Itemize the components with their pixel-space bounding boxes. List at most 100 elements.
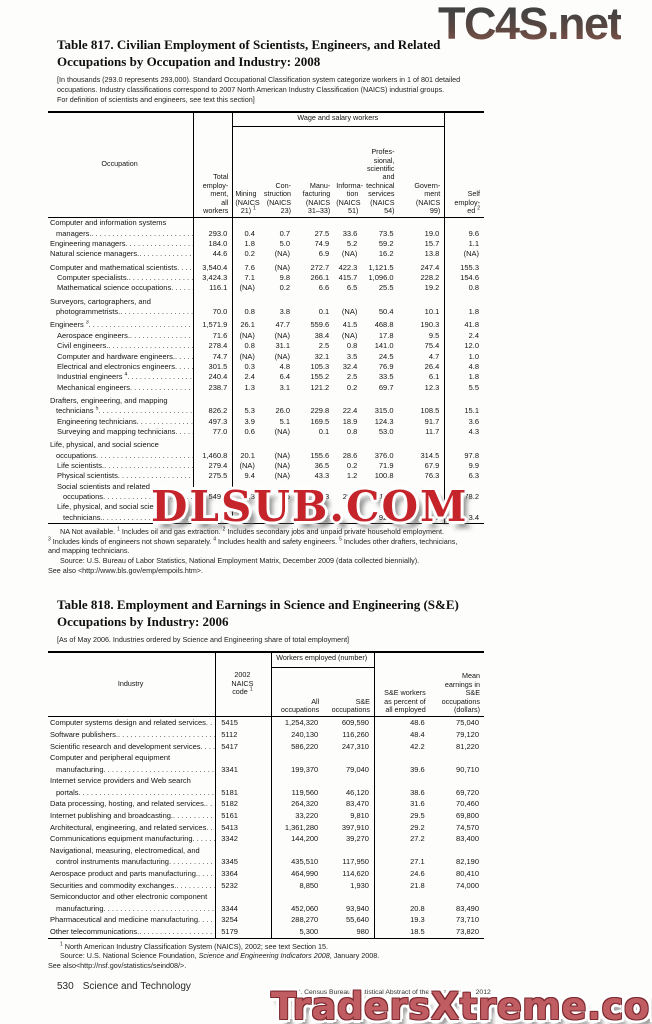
- data-cell: 1.8: [444, 372, 484, 383]
- data-cell: 376.0: [374, 450, 394, 460]
- data-cell: 2.5: [318, 341, 330, 351]
- data-cell: 5182: [215, 798, 272, 811]
- page-footer-left: 530 Science and Technology: [57, 981, 191, 992]
- data-cell: 79,040: [323, 752, 375, 776]
- row-label: Scientific research and development serv…: [48, 741, 216, 753]
- data-cell: 0.2: [346, 382, 358, 392]
- table-row: Surveying and mapping technicians77.0 0.6…: [48, 426, 484, 438]
- data-cell: 47.7: [275, 320, 291, 330]
- data-cell: 5179: [215, 926, 272, 939]
- data-cell: 105.3: [310, 361, 330, 371]
- dot-leader: [130, 383, 193, 393]
- data-cell: 74.7: [193, 351, 234, 362]
- dot-leader: [198, 868, 215, 880]
- table-row: Software publishers.5112 240,130 116,260 48…: [48, 728, 484, 741]
- data-cell: 1.1: [444, 239, 484, 250]
- row-label: Internet publishing and broadcasting.: [48, 810, 216, 822]
- table-row: Computer and information systems managers…: [48, 217, 484, 240]
- data-cell: 92.4: [378, 512, 394, 522]
- data-cell: 41.5: [342, 320, 358, 330]
- data-cell: 155.6: [310, 450, 330, 460]
- data-cell: (NA): [274, 460, 291, 470]
- data-cell: 609,590: [323, 716, 375, 729]
- data-cell: 6.3: [444, 471, 484, 482]
- column-header-self-employed: Self employ-ed 2: [444, 112, 484, 219]
- data-cell: 24.5: [378, 351, 394, 361]
- data-cell: 240,130: [291, 729, 319, 739]
- row-label: Engineering technicians: [48, 417, 194, 427]
- dot-leader: [193, 833, 216, 845]
- row-label: Computer and peripheral equipment manufac…: [48, 752, 216, 775]
- data-cell: 497.3: [193, 416, 234, 427]
- data-cell: (NA): [341, 330, 358, 340]
- column-header-se-occupations: S&E occupations: [323, 667, 375, 718]
- data-cell: [260, 502, 295, 523]
- data-cell: 228.2: [420, 273, 440, 283]
- data-cell: 0.3: [244, 491, 255, 501]
- data-cell: 5112: [215, 728, 272, 741]
- row-label: Internet service providers and Web searc…: [48, 775, 216, 798]
- data-cell: (NA): [341, 307, 358, 317]
- data-cell: 1.8: [444, 293, 484, 318]
- dot-leader: [98, 406, 193, 416]
- data-cell: 275.5: [193, 471, 234, 482]
- data-cell: 69.7: [378, 382, 394, 392]
- data-cell: 5.3: [244, 406, 255, 416]
- data-cell: 74,000: [456, 880, 479, 890]
- data-cell: 278.4: [193, 341, 234, 352]
- data-cell: 5,300: [299, 927, 319, 937]
- row-label: Communications equipment manufacturing: [48, 833, 216, 845]
- data-cell: 5.5: [444, 382, 484, 393]
- data-cell: 3341: [215, 752, 272, 776]
- data-cell: 32.1: [314, 351, 330, 361]
- data-cell: 70,460: [456, 799, 479, 809]
- column-header-occupation: Occupation: [48, 112, 195, 219]
- column-group-workers-employed: Workers employed (number): [271, 652, 375, 669]
- data-cell: 0.8: [444, 283, 484, 294]
- table-817-header: Occupation Total employ-ment, all workers W…: [48, 112, 484, 219]
- data-cell: 586,220: [291, 741, 319, 751]
- table-818-header: Industry 2002 NAICS code 1 Workers employe…: [48, 652, 484, 718]
- data-cell: 19.2: [424, 283, 440, 293]
- row-label: Software publishers.: [48, 729, 216, 741]
- column-header-se-percent: S&E workers as percent of all employed: [374, 652, 430, 718]
- data-cell: 0.1: [318, 307, 330, 317]
- data-cell: 141.0: [374, 341, 394, 351]
- data-cell: 29.3: [314, 491, 330, 501]
- data-cell: 5.1: [279, 416, 291, 426]
- data-cell: 199,370: [291, 764, 319, 774]
- dot-leader: [175, 362, 193, 372]
- dot-leader: [206, 798, 215, 810]
- data-cell: 190.3: [420, 320, 440, 330]
- data-cell: 25.5: [378, 283, 394, 293]
- data-cell: 549.4: [193, 481, 234, 503]
- data-cell: 29.5: [410, 811, 425, 821]
- data-cell: 76.3: [424, 471, 440, 481]
- row-label: Architectural, engineering, and related …: [48, 822, 216, 834]
- data-cell: 100.8: [374, 471, 394, 481]
- data-cell: 6.1: [428, 372, 440, 382]
- data-cell: 7.6: [244, 262, 255, 272]
- data-cell: 33,220: [295, 811, 319, 821]
- data-cell: 0.8: [244, 307, 255, 317]
- data-cell: 82.6: [424, 491, 440, 501]
- data-cell: 83,400: [456, 834, 479, 844]
- column-group-wage-and-salary-workers: Wage and salary workers: [232, 112, 445, 128]
- table-row: Semiconductor and other electronic compo…: [48, 891, 484, 915]
- table-818: Industry 2002 NAICS code 1 Workers employe…: [48, 651, 484, 939]
- data-cell: 31.1: [275, 341, 291, 351]
- data-cell: 29.2: [410, 822, 425, 832]
- data-cell: 82,190: [456, 857, 479, 867]
- data-cell: 293.0: [193, 217, 234, 240]
- data-cell: 559.6: [310, 320, 330, 330]
- data-cell: 5161: [215, 810, 272, 822]
- row-label: Civil engineers.: [48, 341, 194, 351]
- data-cell: 3.8: [279, 307, 291, 317]
- row-label: Surveying and mapping technicians: [48, 427, 194, 437]
- data-cell: 980: [323, 926, 375, 939]
- data-cell: 12.3: [424, 382, 440, 392]
- column-header-mining: Mining (NAICS 21) 1: [232, 126, 260, 219]
- data-cell: 464,990: [291, 869, 319, 879]
- data-cell: 4.8: [279, 361, 291, 371]
- data-cell: 144,200: [291, 834, 319, 844]
